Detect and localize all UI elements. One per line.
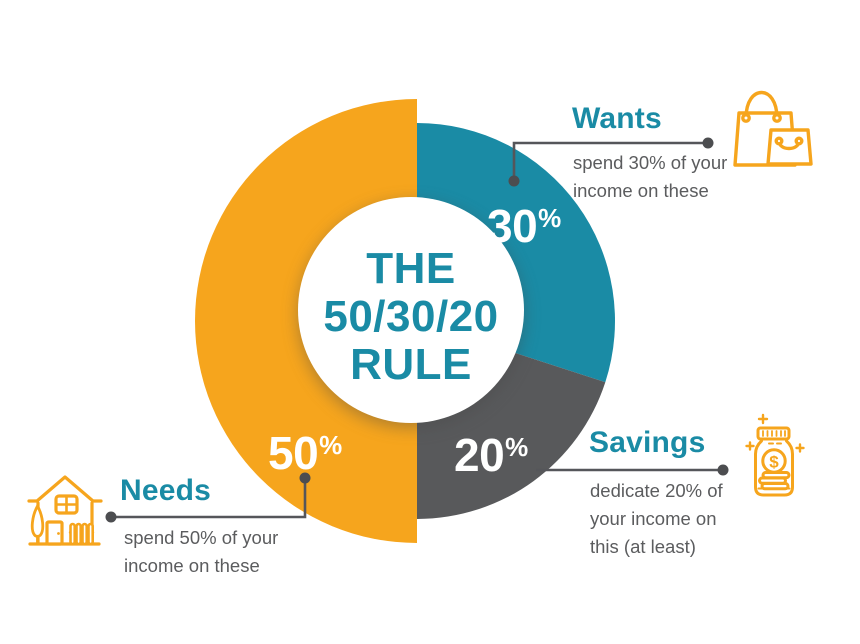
needs-percent-label: 50%: [268, 427, 343, 479]
wants-connector-dot-end: [702, 137, 714, 149]
title-line-1: THE: [366, 244, 456, 293]
title-line-2: 50/30/20: [323, 292, 499, 341]
wants-heading: Wants: [572, 102, 662, 135]
savings-heading: Savings: [589, 426, 706, 459]
shopping-bags-icon: [727, 86, 815, 170]
wants-description: spend 30% of your income on these: [573, 152, 728, 201]
donut-hole: [298, 197, 524, 423]
wants-connector-line: [512, 141, 708, 181]
percent-sign: %: [505, 432, 529, 462]
donut-slices: [195, 99, 615, 543]
chart-center-title: THE 50/30/20 RULE: [291, 245, 531, 389]
callout-connectors: [105, 137, 729, 523]
needs-connector-dot-end: [105, 511, 117, 523]
house-icon: [26, 472, 104, 548]
needs-heading: Needs: [120, 474, 212, 507]
needs-connector-dot-start: [299, 472, 311, 484]
percent-sign: %: [319, 430, 343, 460]
needs-description: spend 50% of your income on these: [124, 527, 279, 576]
wants-connector-dot-start: [508, 175, 520, 187]
needs-connector-line: [111, 478, 307, 519]
dollar-symbol: $: [769, 453, 779, 472]
savings-connector-dot-end: [717, 464, 729, 476]
wants-percent-label: 30%: [487, 200, 562, 252]
savings-percent-label: 20%: [454, 429, 529, 481]
savings-description: dedicate 20% of your income on this (at …: [590, 480, 723, 557]
title-line-3: RULE: [350, 340, 472, 389]
percent-sign: %: [538, 203, 562, 233]
money-jar-icon: $: [744, 412, 808, 500]
